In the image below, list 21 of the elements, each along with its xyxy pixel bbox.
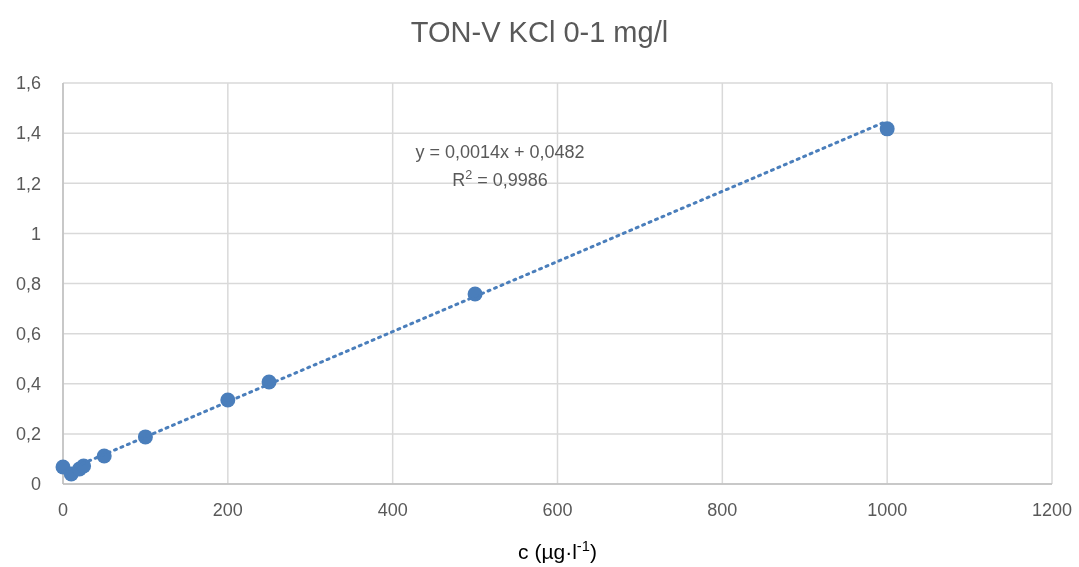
- annotation: y = 0,0014x + 0,0482: [415, 142, 585, 162]
- y-tick-label: 0,8: [15, 273, 41, 294]
- y-tick-label: 1,4: [15, 123, 41, 144]
- chart-title: TON-V KCl 0-1 mg/l: [410, 16, 669, 48]
- annotation: R$^{2}$ = 0,9986: [452, 168, 548, 190]
- y-tick-label: 0,6: [15, 323, 41, 344]
- x-tick-label: 0: [57, 500, 69, 520]
- y-tick-label: 1,6: [15, 73, 41, 94]
- x-tick-label: 200: [212, 500, 243, 520]
- x-tick-label: 1000: [867, 500, 908, 520]
- point: [879, 121, 895, 137]
- y-tick-label: 0: [30, 474, 41, 495]
- y-tick-label: 1,2: [15, 173, 41, 194]
- y-tick-label: 0,2: [15, 424, 41, 445]
- x-axis-title: c (µg·l$^{-1}$): [518, 538, 597, 563]
- x-tick-label: 400: [377, 500, 408, 520]
- y-tick-label: 0,4: [15, 374, 41, 395]
- x-tick-label: 800: [707, 500, 738, 520]
- y-tick-label: 1: [30, 223, 41, 244]
- x-tick-label: 600: [542, 500, 573, 520]
- x-tick-label: 1200: [1031, 500, 1073, 520]
